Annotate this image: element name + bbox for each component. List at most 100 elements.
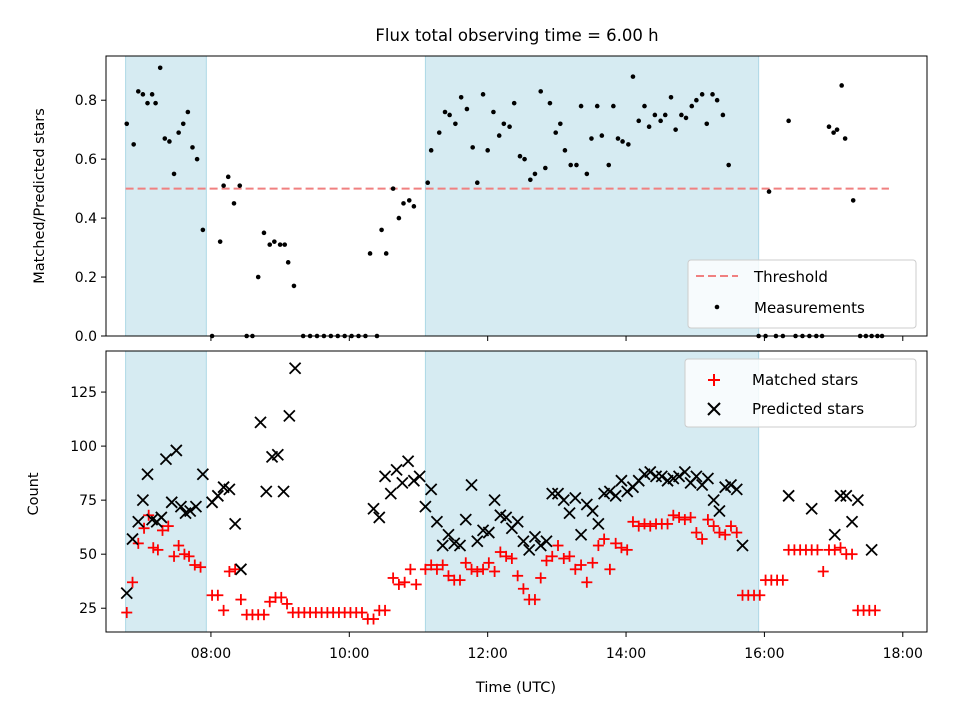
measurement-point xyxy=(153,101,158,106)
measurement-point xyxy=(475,180,480,185)
measurement-point xyxy=(839,83,844,88)
top-x-ticks xyxy=(211,336,903,341)
measurement-point xyxy=(663,113,668,118)
y-tick-label: 125 xyxy=(70,385,97,401)
measurement-point xyxy=(679,113,684,118)
predicted-star-point xyxy=(403,456,414,467)
measurement-point xyxy=(767,189,772,194)
measurement-point xyxy=(282,242,287,247)
measurement-point xyxy=(653,113,658,118)
matched-star-point xyxy=(356,607,367,618)
predicted-star-point xyxy=(284,410,295,421)
matched-star-point xyxy=(368,614,379,625)
matched-star-point xyxy=(870,605,881,616)
measurement-point xyxy=(256,275,261,280)
measurement-point xyxy=(485,148,490,153)
measurement-point xyxy=(124,121,129,126)
measurement-point xyxy=(616,136,621,141)
predicted-star-point xyxy=(835,490,846,501)
measurement-point xyxy=(172,172,177,177)
measurement-point xyxy=(518,154,523,159)
measurement-point xyxy=(286,260,291,265)
measurement-point xyxy=(232,201,237,206)
x-tick-label: 08:00 xyxy=(191,646,231,662)
measurement-point xyxy=(437,130,442,135)
measurement-point xyxy=(401,201,406,206)
measurement-point xyxy=(195,157,200,162)
x-tick-label: 10:00 xyxy=(329,646,369,662)
matched-star-point xyxy=(282,598,293,609)
x-tick-label: 14:00 xyxy=(606,646,646,662)
measurement-point xyxy=(528,177,533,182)
predicted-star-point xyxy=(290,363,301,374)
measurement-point xyxy=(704,121,709,126)
measurement-point xyxy=(470,145,475,150)
measurement-point xyxy=(835,127,840,132)
measurement-point xyxy=(181,121,186,126)
measurement-point xyxy=(425,180,430,185)
measurement-point xyxy=(429,148,434,153)
predicted-legend-label: Predicted stars xyxy=(752,400,864,418)
bottom-y-axis-label: Count xyxy=(26,472,42,515)
measurement-point xyxy=(176,130,181,135)
measurement-point xyxy=(447,113,452,118)
measurement-point xyxy=(512,101,517,106)
measurement-point xyxy=(397,216,402,221)
predicted-star-point xyxy=(847,516,858,527)
measurement-point xyxy=(497,133,502,138)
measurement-point xyxy=(465,107,470,112)
matched-star-point xyxy=(812,544,823,555)
y-tick-label: 0.4 xyxy=(75,211,97,227)
measurement-point xyxy=(851,198,856,203)
chart-title: Flux total observing time = 6.00 h xyxy=(375,26,658,45)
measurement-point xyxy=(141,92,146,97)
measurement-point xyxy=(669,95,674,100)
predicted-star-point xyxy=(261,486,272,497)
measurement-point xyxy=(574,163,579,168)
measurement-point xyxy=(658,119,663,124)
measurement-point xyxy=(391,186,396,191)
matched-star-point xyxy=(399,577,410,588)
y-tick-label: 0.2 xyxy=(75,270,97,286)
y-tick-label: 50 xyxy=(79,547,97,563)
x-tick-label: 12:00 xyxy=(467,646,507,662)
measurement-point xyxy=(190,145,195,150)
top-y-axis-label: Matched/Predicted stars xyxy=(32,108,48,284)
predicted-star-point xyxy=(391,464,402,475)
measurement-point xyxy=(218,239,223,244)
measurement-point xyxy=(626,142,631,147)
measurements-legend-label: Measurements xyxy=(754,299,865,317)
measurement-point xyxy=(684,116,689,121)
predicted-star-point xyxy=(806,503,817,514)
figure: Flux total observing time = 6.00 h 0.0 0.… xyxy=(0,0,960,720)
measurement-point xyxy=(186,110,191,115)
measurement-point xyxy=(368,251,373,256)
matched-star-point xyxy=(224,566,235,577)
measurement-point xyxy=(694,98,699,103)
measurement-point xyxy=(131,142,136,147)
measurement-point xyxy=(689,104,694,109)
count-panel: 25 50 75 100 125 08:00 10:00 12:00 14:00 16:00 18… xyxy=(26,351,927,696)
threshold-legend-label: Threshold xyxy=(753,268,828,286)
observing-window xyxy=(126,56,207,336)
measurement-point xyxy=(589,136,594,141)
measurement-point xyxy=(543,166,548,171)
measurement-point xyxy=(412,204,417,209)
measurement-point xyxy=(620,139,625,144)
matched-star-point xyxy=(380,605,391,616)
predicted-star-point xyxy=(866,544,877,555)
measurement-point xyxy=(606,163,611,168)
measurements-legend-swatch xyxy=(715,305,720,310)
measurement-point xyxy=(715,98,720,103)
top-legend: Threshold Measurements xyxy=(688,260,916,328)
y-tick-label: 0.0 xyxy=(75,329,97,345)
measurement-point xyxy=(843,136,848,141)
bottom-legend: Matched stars Predicted stars xyxy=(685,359,916,427)
matched-star-point xyxy=(235,594,246,605)
matched-star-point xyxy=(230,564,241,575)
matched-star-point xyxy=(388,572,399,583)
matched-star-point xyxy=(829,544,840,555)
measurement-point xyxy=(786,119,791,124)
predicted-star-point xyxy=(278,486,289,497)
matched-star-point xyxy=(835,542,846,553)
